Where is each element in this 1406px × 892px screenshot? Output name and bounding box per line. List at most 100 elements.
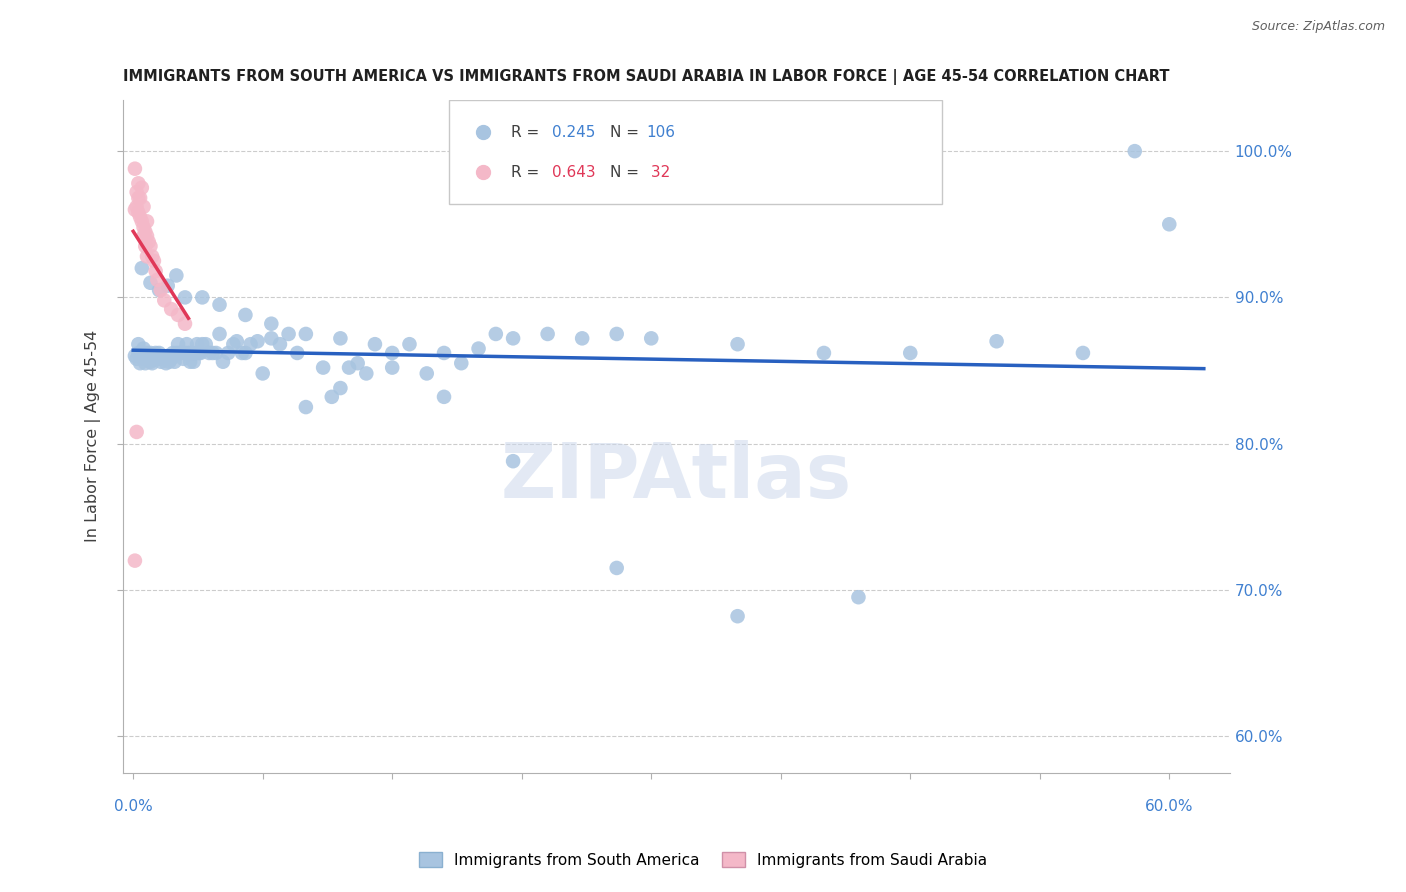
- Point: [176, 337, 198, 351]
- Point: [252, 367, 274, 381]
- Point: [235, 308, 257, 322]
- Point: [295, 400, 318, 414]
- Point: [125, 185, 148, 199]
- Point: [848, 590, 870, 604]
- Point: [162, 346, 184, 360]
- Point: [485, 326, 508, 341]
- Point: [127, 191, 149, 205]
- Text: N =: N =: [610, 165, 644, 179]
- Point: [131, 180, 153, 194]
- Point: [321, 390, 343, 404]
- Point: [127, 346, 149, 360]
- Point: [179, 355, 201, 369]
- Text: 32: 32: [647, 165, 671, 179]
- Text: R =: R =: [512, 125, 544, 140]
- Point: [727, 609, 749, 624]
- Point: [131, 261, 153, 276]
- Text: 106: 106: [647, 125, 675, 140]
- Text: IMMIGRANTS FROM SOUTH AMERICA VS IMMIGRANTS FROM SAUDI ARABIA IN LABOR FORCE | A: IMMIGRANTS FROM SOUTH AMERICA VS IMMIGRA…: [122, 69, 1170, 85]
- Point: [167, 337, 190, 351]
- Point: [156, 349, 179, 363]
- Text: 0.643: 0.643: [553, 165, 596, 179]
- Point: [398, 337, 420, 351]
- Point: [142, 253, 165, 268]
- Point: [190, 346, 212, 360]
- Text: 0.0%: 0.0%: [114, 799, 153, 814]
- Point: [364, 337, 387, 351]
- Point: [246, 334, 269, 349]
- Point: [129, 356, 152, 370]
- Point: [134, 225, 156, 239]
- Point: [225, 334, 247, 349]
- Point: [198, 346, 221, 360]
- Point: [146, 351, 169, 366]
- Point: [208, 298, 231, 312]
- Point: [132, 342, 155, 356]
- Text: N =: N =: [610, 125, 644, 140]
- Point: [260, 317, 283, 331]
- Point: [138, 351, 160, 366]
- Point: [139, 239, 162, 253]
- Point: [134, 356, 156, 370]
- Point: [145, 264, 167, 278]
- Point: [124, 349, 146, 363]
- Text: Source: ZipAtlas.com: Source: ZipAtlas.com: [1251, 20, 1385, 33]
- Point: [502, 331, 524, 345]
- Point: [172, 351, 194, 366]
- Point: [433, 390, 456, 404]
- Point: [381, 346, 404, 360]
- Point: [1123, 144, 1146, 158]
- Point: [149, 283, 172, 297]
- Point: [536, 326, 558, 341]
- Point: [136, 229, 159, 244]
- Point: [212, 355, 235, 369]
- Point: [129, 191, 152, 205]
- Text: 0.245: 0.245: [553, 125, 596, 140]
- Point: [467, 342, 489, 356]
- Point: [124, 202, 146, 217]
- Point: [433, 346, 456, 360]
- Point: [381, 360, 404, 375]
- Text: 60.0%: 60.0%: [1144, 799, 1194, 814]
- Point: [138, 235, 160, 249]
- Point: [148, 346, 170, 360]
- Point: [132, 220, 155, 235]
- Point: [187, 346, 209, 360]
- Point: [149, 355, 172, 369]
- Point: [239, 337, 262, 351]
- Point: [606, 326, 628, 341]
- Point: [312, 360, 335, 375]
- Point: [346, 356, 368, 370]
- Point: [329, 381, 352, 395]
- Point: [184, 346, 207, 360]
- Point: [177, 346, 200, 360]
- Point: [1071, 346, 1094, 360]
- Point: [167, 308, 190, 322]
- Point: [139, 355, 162, 369]
- Point: [1159, 217, 1181, 231]
- Point: [295, 326, 318, 341]
- Point: [191, 290, 214, 304]
- Point: [153, 293, 176, 308]
- Point: [170, 346, 193, 360]
- Point: [217, 346, 239, 360]
- Point: [205, 346, 228, 360]
- Point: [416, 367, 439, 381]
- Point: [285, 346, 308, 360]
- Point: [136, 214, 159, 228]
- Point: [125, 200, 148, 214]
- Point: [159, 355, 181, 369]
- Point: [235, 346, 257, 360]
- Point: [194, 337, 217, 351]
- Text: ZIPAtlas: ZIPAtlas: [501, 440, 852, 514]
- Point: [260, 331, 283, 345]
- Point: [129, 210, 152, 224]
- Point: [165, 346, 187, 360]
- Point: [502, 454, 524, 468]
- Point: [277, 326, 299, 341]
- Point: [329, 331, 352, 345]
- Point: [141, 249, 163, 263]
- Point: [222, 337, 245, 351]
- Point: [191, 337, 214, 351]
- Point: [155, 356, 177, 370]
